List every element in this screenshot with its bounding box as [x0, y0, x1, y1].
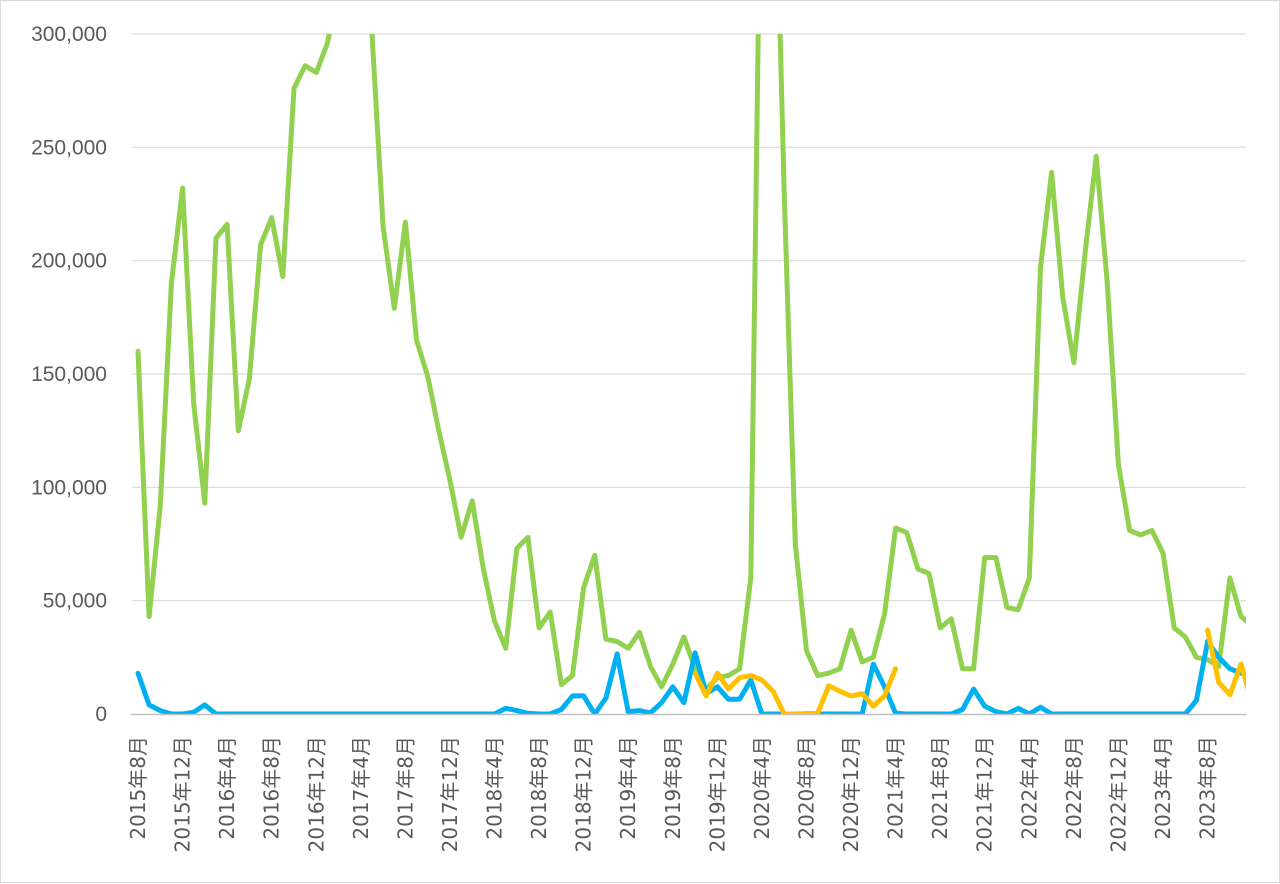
- series-line-1: [135, 34, 1246, 692]
- y-tick-label: 50,000: [43, 590, 107, 613]
- series-line-3: [1205, 627, 1246, 698]
- x-tick-label: 2021年8月: [928, 736, 952, 840]
- x-tick-label: 2016年4月: [215, 736, 239, 840]
- x-tick-label: 2016年12月: [304, 736, 328, 852]
- x-tick-label: 2015年8月: [126, 736, 150, 840]
- x-tick-label: 2019年8月: [661, 736, 685, 840]
- x-tick-label: 2016年8月: [260, 736, 284, 840]
- x-tick-label: 2018年12月: [572, 736, 596, 852]
- x-tick-label: 2019年4月: [616, 736, 640, 840]
- x-tick-label: 2022年12月: [1106, 736, 1130, 852]
- x-tick-label: 2018年4月: [483, 736, 507, 840]
- y-tick-label: 250,000: [31, 136, 107, 159]
- y-axis-ticks: 0 50,000 100,000 150,000 200,000 250,000 300,0…: [31, 23, 107, 726]
- y-tick-label: 300,000: [31, 23, 107, 46]
- x-tick-label: 2022年8月: [1062, 736, 1086, 840]
- y-tick-label: 150,000: [31, 363, 107, 386]
- y-tick-label: 200,000: [31, 250, 107, 273]
- x-tick-label: 2022年4月: [1017, 736, 1041, 840]
- x-tick-label: 2018年8月: [527, 736, 551, 840]
- y-tick-label: 100,000: [31, 476, 107, 499]
- x-tick-label: 2020年8月: [794, 736, 818, 840]
- x-tick-label: 2020年12月: [839, 736, 863, 852]
- series-lines: [135, 34, 1246, 715]
- x-tick-label: 2023年8月: [1196, 736, 1220, 840]
- x-tick-label: 2017年12月: [438, 736, 462, 852]
- x-tick-label: 2019年12月: [705, 736, 729, 852]
- gridlines: [132, 33, 1246, 602]
- y-tick-label: 0: [95, 703, 107, 726]
- x-tick-label: 2021年4月: [884, 736, 908, 840]
- x-tick-label: 2021年12月: [973, 736, 997, 852]
- x-axis-ticks: 2015年8月 2015年12月 2016年4月 2016年8月 2016年12月 201…: [126, 736, 1220, 852]
- x-tick-label: 2015年12月: [171, 736, 195, 852]
- x-tick-label: 2023年4月: [1151, 736, 1175, 840]
- x-tick-label: 2020年4月: [750, 736, 774, 840]
- x-tick-label: 2017年4月: [349, 736, 373, 840]
- x-tick-label: 2017年8月: [393, 736, 417, 840]
